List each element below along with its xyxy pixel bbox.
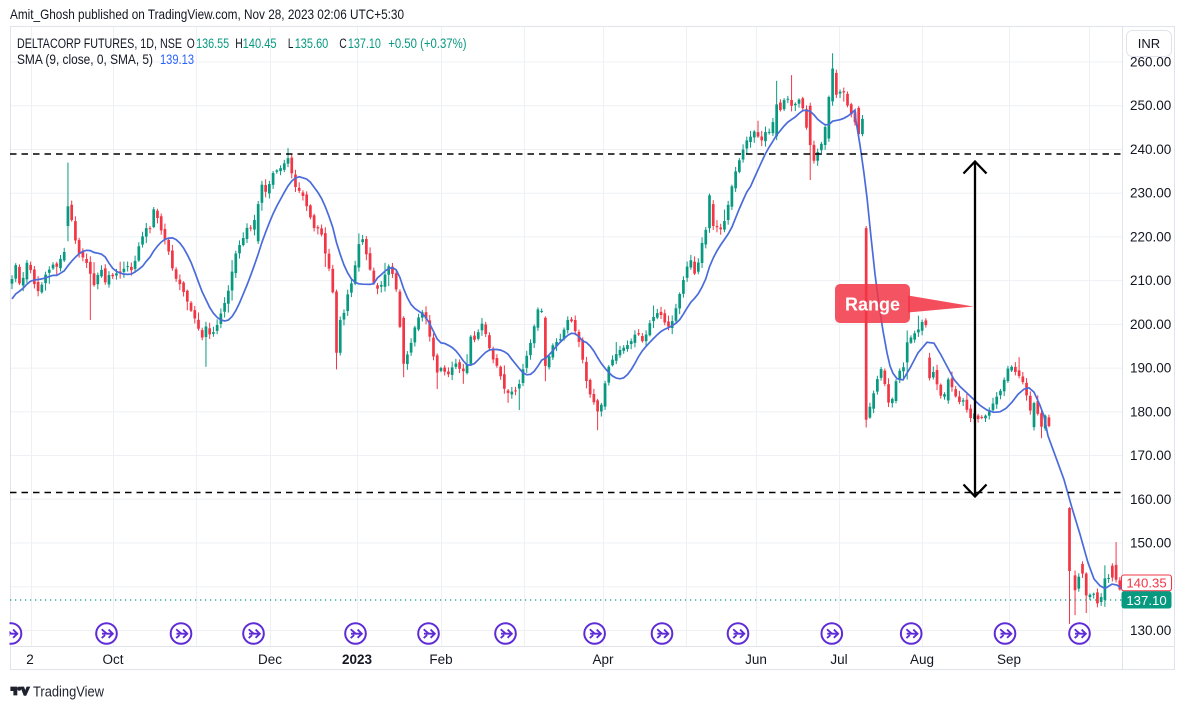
svg-text:Sep: Sep xyxy=(997,652,1021,667)
svg-text:Aug: Aug xyxy=(910,652,934,667)
svg-text:200.00: 200.00 xyxy=(1130,317,1171,332)
svg-text:135.60: 135.60 xyxy=(295,36,329,51)
svg-text:2023: 2023 xyxy=(342,652,373,667)
svg-text:130.00: 130.00 xyxy=(1130,623,1171,638)
svg-text:230.00: 230.00 xyxy=(1130,186,1171,201)
svg-text:210.00: 210.00 xyxy=(1130,273,1171,288)
svg-text:TradingView: TradingView xyxy=(33,685,104,701)
svg-text:INR: INR xyxy=(1138,36,1160,51)
svg-text:180.00: 180.00 xyxy=(1130,404,1171,419)
svg-text:Jul: Jul xyxy=(830,652,847,667)
svg-text:150.00: 150.00 xyxy=(1130,536,1171,551)
svg-text:Jun: Jun xyxy=(745,652,767,667)
svg-text:C: C xyxy=(339,36,347,51)
svg-text:220.00: 220.00 xyxy=(1130,229,1171,244)
svg-text:H: H xyxy=(235,36,243,51)
svg-text:+0.50 (+0.37%): +0.50 (+0.37%) xyxy=(388,36,466,51)
svg-text:170.00: 170.00 xyxy=(1130,448,1171,463)
svg-text:140.45: 140.45 xyxy=(243,36,277,51)
svg-text:L: L xyxy=(288,36,294,51)
svg-text:140.35: 140.35 xyxy=(1126,575,1166,590)
svg-text:137.10: 137.10 xyxy=(348,36,381,51)
svg-text:190.00: 190.00 xyxy=(1130,361,1171,376)
svg-text:137.10: 137.10 xyxy=(1126,593,1166,608)
svg-text:160.00: 160.00 xyxy=(1130,492,1171,507)
svg-text:DELTACORP FUTURES, 1D, NSE: DELTACORP FUTURES, 1D, NSE xyxy=(17,36,182,51)
svg-text:139.13: 139.13 xyxy=(160,52,194,67)
svg-text:Range: Range xyxy=(845,295,900,315)
svg-text:260.00: 260.00 xyxy=(1130,55,1171,70)
svg-text:O: O xyxy=(187,36,195,51)
svg-text:Amit_Ghosh published on Tradin: Amit_Ghosh published on TradingView.com,… xyxy=(10,6,404,22)
svg-text:Oct: Oct xyxy=(102,652,123,667)
svg-text:250.00: 250.00 xyxy=(1130,98,1171,113)
svg-text:240.00: 240.00 xyxy=(1130,142,1171,157)
svg-text:136.55: 136.55 xyxy=(196,36,229,51)
svg-text:Feb: Feb xyxy=(429,652,452,667)
svg-text:2: 2 xyxy=(26,652,34,667)
svg-text:Apr: Apr xyxy=(592,652,614,667)
svg-text:SMA (9, close, 0, SMA, 5): SMA (9, close, 0, SMA, 5) xyxy=(17,52,153,67)
svg-text:Dec: Dec xyxy=(258,652,282,667)
